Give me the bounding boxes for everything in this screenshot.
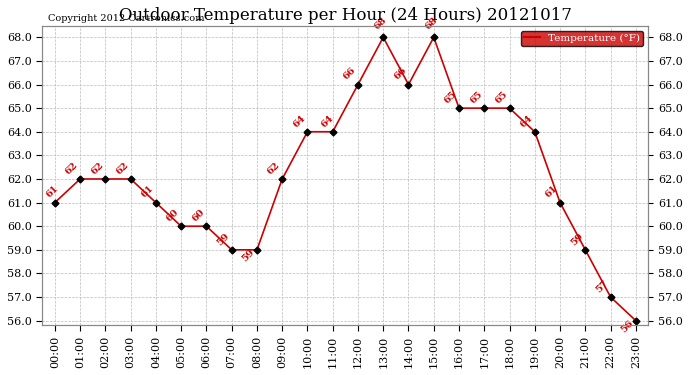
Text: 59: 59: [215, 231, 231, 247]
Text: 62: 62: [266, 160, 282, 176]
Text: 57: 57: [594, 278, 610, 294]
Text: 56: 56: [620, 319, 635, 334]
Text: 66: 66: [392, 66, 408, 82]
Text: 62: 62: [115, 160, 130, 176]
Text: 68: 68: [423, 16, 439, 32]
Text: 62: 62: [89, 160, 105, 176]
Text: 65: 65: [493, 90, 509, 105]
Text: 66: 66: [342, 66, 357, 82]
Text: Copyright 2012 Cartronics.com: Copyright 2012 Cartronics.com: [48, 13, 205, 22]
Text: 65: 65: [443, 90, 459, 105]
Text: 59: 59: [241, 248, 257, 264]
Text: 61: 61: [139, 184, 155, 200]
Text: 68: 68: [373, 16, 388, 32]
Text: 65: 65: [468, 90, 484, 105]
Legend: Temperature (°F): Temperature (°F): [521, 31, 643, 46]
Title: Outdoor Temperature per Hour (24 Hours) 20121017: Outdoor Temperature per Hour (24 Hours) …: [119, 7, 572, 24]
Text: 62: 62: [64, 160, 80, 176]
Text: 60: 60: [190, 207, 206, 224]
Text: 61: 61: [544, 184, 560, 200]
Text: 61: 61: [44, 184, 60, 200]
Text: 59: 59: [569, 231, 585, 247]
Text: 64: 64: [319, 113, 335, 129]
Text: 64: 64: [518, 113, 535, 129]
Text: 60: 60: [165, 207, 181, 224]
Text: 64: 64: [291, 113, 307, 129]
